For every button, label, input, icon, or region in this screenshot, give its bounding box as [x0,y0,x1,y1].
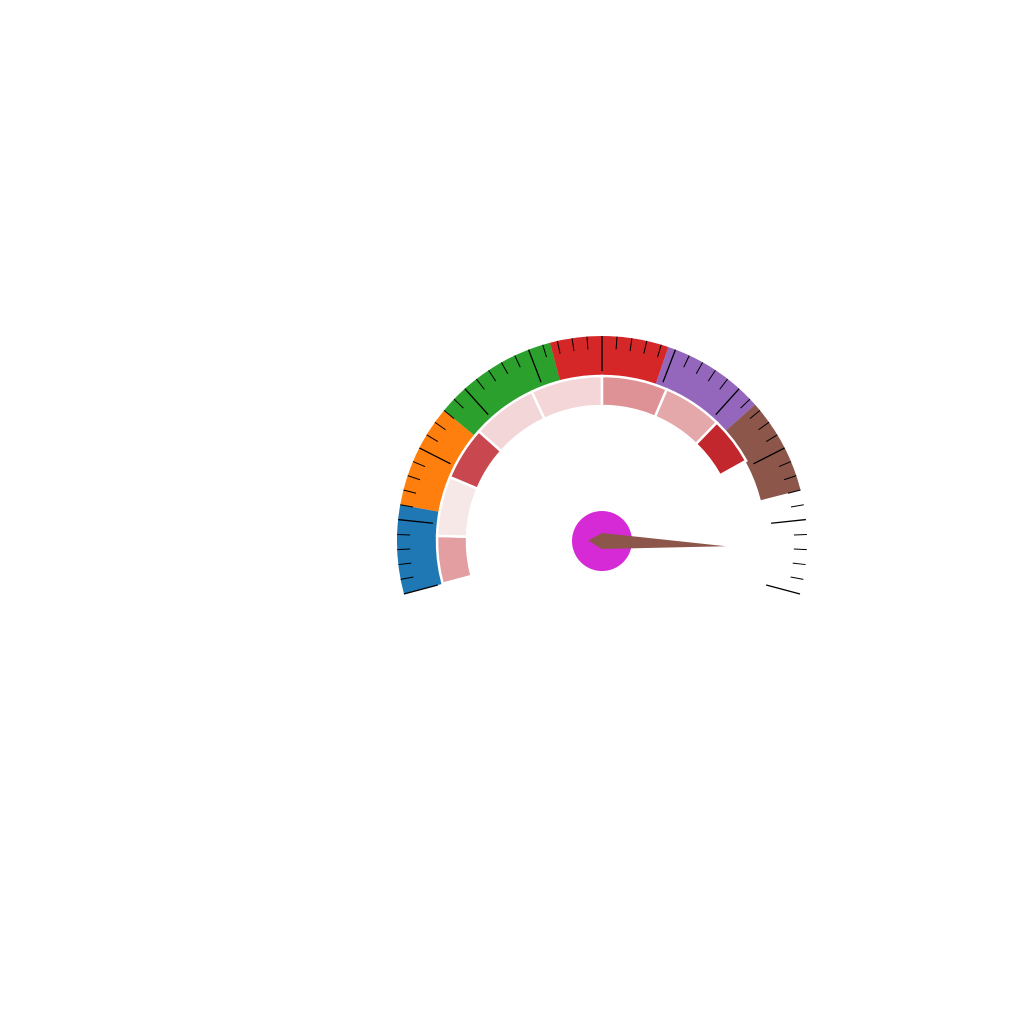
minor-tick [790,576,804,580]
major-tick [715,388,740,416]
minor-tick [434,421,446,431]
major-tick [662,349,677,383]
minor-tick [657,344,662,358]
minor-tick [683,355,690,368]
inner-band-8 [694,420,748,478]
major-tick [766,584,801,595]
minor-tick [426,434,439,442]
minor-tick [695,362,704,374]
minor-tick [400,504,414,508]
minor-tick [412,461,426,468]
minor-tick [500,362,509,374]
minor-tick [758,421,770,431]
inner-band-1 [435,534,474,586]
minor-tick [403,489,417,494]
minor-tick [778,461,792,468]
minor-tick [400,576,414,580]
major-tick [527,349,542,383]
outer-band-5 [655,347,756,432]
minor-tick [514,355,521,368]
outer-band-3 [444,342,561,437]
minor-tick [556,340,561,354]
tick-group [397,336,807,595]
major-tick [403,584,438,595]
major-tick [753,447,785,465]
minor-tick [453,398,464,409]
minor-tick [629,338,633,352]
minor-tick [792,562,806,566]
minor-tick [643,340,648,354]
minor-tick [765,434,778,442]
minor-tick [719,378,729,390]
outer-band-4 [549,336,669,386]
minor-tick [793,548,807,551]
inner-band-group [435,374,748,586]
minor-tick [443,409,455,419]
minor-tick [740,398,751,409]
gauge-needle [588,533,726,549]
minor-tick [397,548,411,551]
minor-tick [475,378,485,390]
outer-band-6 [724,404,801,501]
minor-tick [783,475,797,481]
minor-tick [407,475,421,481]
minor-tick [749,409,761,419]
minor-tick [398,562,412,566]
outer-band-2 [400,410,476,512]
major-tick [398,518,433,524]
minor-tick [787,489,801,494]
minor-tick [542,344,547,358]
minor-tick [488,369,497,382]
minor-tick [571,338,575,352]
minor-tick [790,504,804,508]
major-tick [464,388,489,416]
minor-tick [615,336,618,350]
needle-group [572,511,726,571]
minor-tick [707,369,716,382]
outer-band-group [397,336,801,595]
major-tick [771,518,806,524]
minor-tick [586,336,589,350]
major-tick [419,447,451,465]
outer-band-1 [397,504,444,595]
